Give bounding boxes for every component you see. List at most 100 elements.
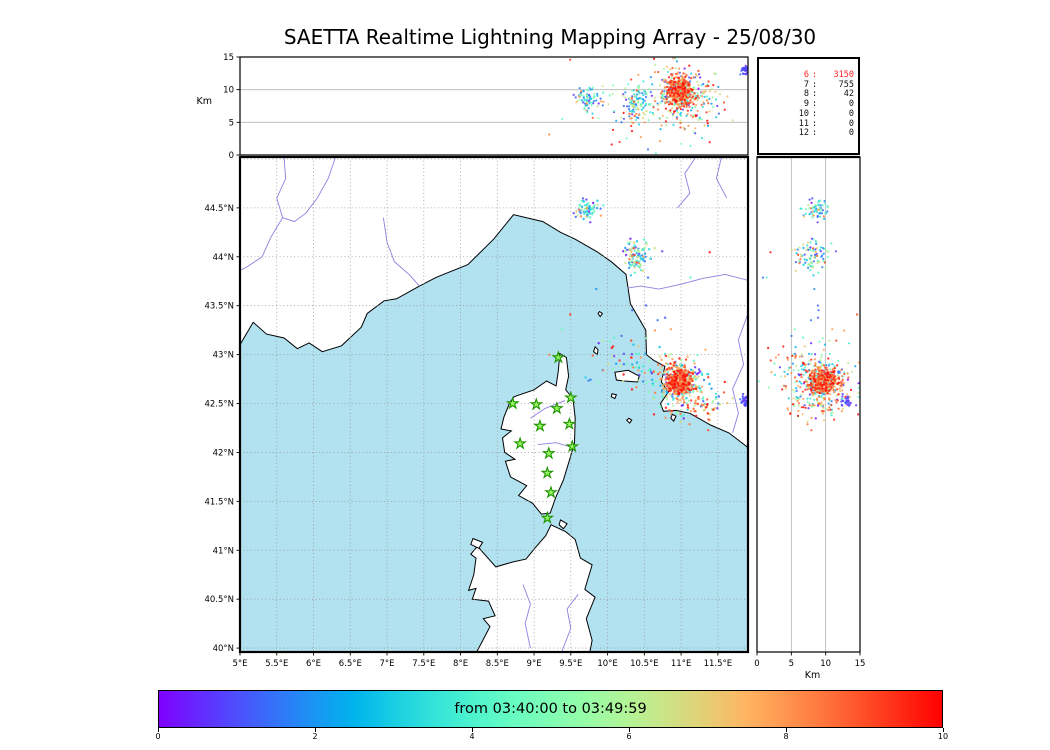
alt-tick-label: 0 (229, 151, 234, 161)
river-line (537, 442, 573, 448)
alt-lat-frame (756, 156, 861, 653)
corsica-coastline (500, 352, 576, 515)
colorbar-tickmark (315, 728, 316, 732)
altitude-axis-label: Km (805, 670, 820, 681)
lon-tick-label: 7°E (380, 659, 395, 669)
lon-tick-label: 9.5°E (559, 659, 582, 669)
colorbar-tickmark (943, 728, 944, 732)
stats-row: 9:0 (803, 99, 854, 110)
river-line (530, 400, 566, 419)
lat-tick-label: 43.5°N (204, 302, 234, 312)
alt-tick-label: 0 (754, 659, 759, 669)
river-line (627, 273, 748, 290)
alt-lon-scatter (548, 57, 748, 155)
river-line (677, 157, 697, 209)
lma-station-marker (563, 390, 578, 404)
alt-tick-label: 5 (789, 659, 794, 669)
lon-tick-label: 11.5°E (704, 659, 733, 669)
colorbar-tickmark (629, 728, 630, 732)
colorbar-tick-label: 0 (155, 732, 161, 741)
island-coastline (625, 417, 633, 424)
river-line (382, 217, 420, 287)
map-panel (240, 157, 748, 652)
lma-station-marker (529, 397, 544, 411)
mainland-coastline (240, 157, 748, 449)
lma-station-marker (541, 446, 556, 460)
colorbar-tick-label: 2 (312, 732, 318, 741)
lon-tick-label: 6.5°E (339, 659, 362, 669)
lon-tick-label: 6°E (306, 659, 321, 669)
lat-tick-label: 44°N (213, 253, 234, 263)
stats-row: 8:42 (803, 89, 854, 100)
island-coastline (558, 519, 568, 530)
lat-tick-label: 40.5°N (204, 595, 234, 605)
lat-tick-label: 41.5°N (204, 497, 234, 507)
lat-tick-label: 41°N (213, 546, 234, 556)
lon-tick-label: 9°E (527, 659, 542, 669)
station-source-stats-panel: 6:3150 7:755 8:42 9:0 10:0 11:0 12:0 (757, 57, 860, 155)
lon-tick-label: 5.5°E (265, 659, 288, 669)
river-line (522, 584, 531, 649)
river-line (732, 313, 748, 434)
altitude-axis-label: Km (197, 96, 212, 107)
stats-row: 6:3150 (803, 70, 854, 80)
lma-station-marker (533, 418, 547, 433)
colorbar-tickmark (472, 728, 473, 732)
lma-station-marker (513, 436, 527, 450)
stats-row: 11:0 (798, 118, 854, 129)
lat-tick-label: 43°N (213, 351, 234, 361)
river-line (715, 157, 728, 199)
alt-lon-frame (239, 56, 749, 156)
map-scatter (548, 197, 748, 432)
alt-tick-label: 10 (820, 659, 831, 669)
island-coastline (597, 310, 604, 318)
colorbar-tick-label: 8 (783, 732, 789, 741)
island-coastline (470, 537, 484, 549)
island-coastline (670, 413, 677, 422)
stats-row: 10:0 (798, 108, 854, 119)
alt-tick-label: 10 (223, 86, 234, 96)
lma-station-marker (549, 401, 564, 415)
lma-station-marker (505, 396, 520, 410)
island-coastline (614, 369, 640, 383)
island-coastline (610, 393, 618, 400)
lat-tick-label: 40°N (213, 644, 234, 654)
stats-row: 12:0 (798, 128, 854, 139)
figure-title: SAETTA Realtime Lightning Mapping Array … (283, 25, 817, 49)
map-frame (238, 155, 750, 654)
lma-station-marker (540, 465, 555, 479)
river-line (282, 157, 337, 223)
lma-station-marker (544, 485, 558, 499)
colorbar-tick-label: 10 (937, 732, 949, 741)
alt-lat-scatter (758, 197, 860, 432)
lon-tick-label: 11°E (671, 659, 691, 669)
colorbar-tickmark (158, 728, 159, 732)
colorbar-time-range-label: from 03:40:00 to 03:49:59 (454, 701, 647, 717)
lat-tick-label: 42°N (213, 448, 234, 458)
lon-tick-label: 8°E (453, 659, 468, 669)
lon-tick-label: 8.5°E (486, 659, 509, 669)
lma-station-marker (551, 350, 566, 364)
lon-tick-label: 5°E (232, 659, 247, 669)
alt-tick-label: 15 (223, 53, 234, 63)
colorbar-tick-label: 4 (469, 732, 475, 741)
alt-tick-label: 15 (855, 659, 866, 669)
river-line (561, 594, 579, 652)
alt-tick-label: 5 (229, 118, 234, 128)
sardinia-coastline (467, 524, 596, 652)
stats-row: 7:755 (803, 79, 854, 90)
river-line (240, 157, 287, 271)
lma-station-marker (565, 439, 580, 453)
lma-stations (505, 350, 580, 524)
lma-station-marker (562, 416, 577, 430)
colorbar-tick-label: 6 (626, 732, 632, 741)
time-colorbar: from 03:40:00 to 03:49:59 (158, 690, 943, 728)
lon-tick-label: 7.5°E (412, 659, 435, 669)
lat-tick-label: 42.5°N (204, 400, 234, 410)
lon-tick-label: 10.5°E (630, 659, 659, 669)
lat-tick-label: 44.5°N (204, 204, 234, 214)
colorbar-tickmark (786, 728, 787, 732)
lma-station-marker (540, 510, 555, 524)
